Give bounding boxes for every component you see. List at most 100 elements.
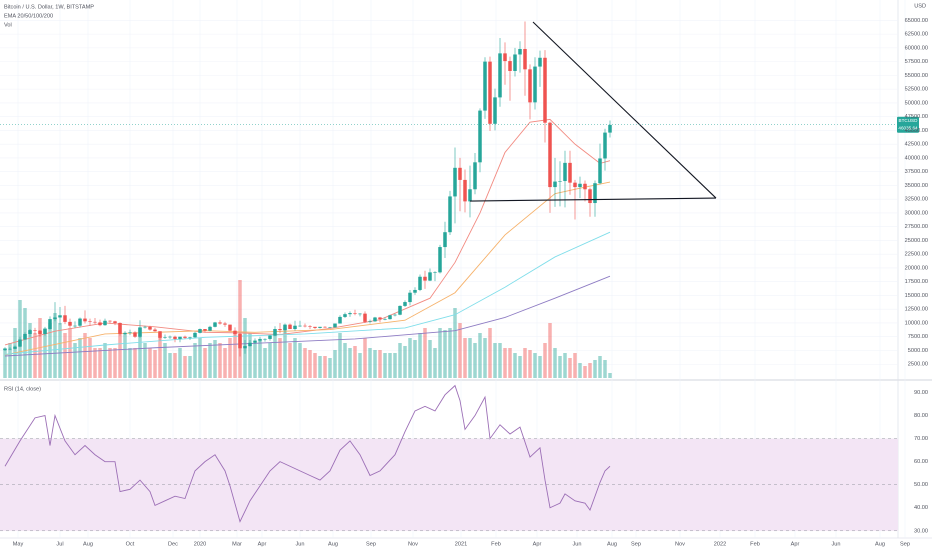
volume-bar	[178, 348, 182, 378]
volume-bar	[113, 348, 117, 378]
volume-bar	[413, 340, 417, 378]
x-tick-label: Sep	[366, 541, 376, 547]
volume-bar	[503, 348, 507, 378]
ema-line	[4, 118, 611, 346]
volume-bar	[443, 330, 447, 378]
volume-bar	[333, 350, 337, 378]
candle-body	[298, 325, 302, 327]
candle-body	[458, 167, 462, 180]
x-tick-label: Feb	[750, 541, 760, 547]
candle-body	[38, 330, 42, 334]
candle-body	[48, 319, 52, 330]
candle-body	[523, 48, 527, 70]
candle-body	[593, 183, 597, 204]
y-tick-label: 27500.00	[905, 224, 928, 230]
candle-body	[488, 61, 492, 124]
y-tick-label: 30000.00	[905, 210, 928, 216]
x-tick-label: Nov	[675, 541, 685, 547]
y-tick-label: 2500.00	[908, 362, 928, 368]
candle-body	[533, 66, 537, 103]
volume-bar	[588, 363, 592, 378]
price-tag-value: 46035.64	[898, 125, 918, 130]
x-tick-label: Aug	[328, 541, 338, 547]
volume-bar	[198, 338, 202, 378]
candle-body	[293, 325, 297, 330]
candle-body	[183, 336, 187, 338]
candle-body	[23, 333, 27, 340]
candle-body	[153, 329, 157, 332]
volume-bar	[598, 356, 602, 378]
volume-bar	[83, 333, 87, 378]
candle-body	[468, 189, 472, 202]
y-tick-label: 17500.00	[905, 279, 928, 285]
volume-bar	[68, 328, 72, 378]
candle-body	[423, 276, 427, 281]
candle-body	[603, 132, 607, 159]
volume-bar	[253, 343, 257, 378]
volume-bar	[93, 348, 97, 378]
x-tick-label: Aug	[875, 541, 885, 547]
x-tick-label: Aug	[607, 541, 617, 547]
candle-body	[543, 57, 547, 123]
volume-bar	[153, 350, 157, 378]
candle-body	[18, 339, 22, 347]
y-tick-label: 65000.00	[905, 18, 928, 24]
candle-body	[348, 313, 352, 315]
y-tick-label: 22500.00	[905, 252, 928, 258]
candle-body	[483, 61, 487, 111]
candle-body	[433, 272, 437, 273]
volume-bar	[53, 313, 57, 378]
volume-bar	[398, 343, 402, 378]
candle-body	[408, 292, 412, 303]
candle-body	[498, 53, 502, 98]
candle-body	[233, 330, 237, 334]
candle-body	[258, 338, 262, 341]
candle-body	[78, 318, 82, 326]
volume-bar	[578, 363, 582, 378]
candle-body	[178, 336, 182, 339]
y-tick-label: 5000.00	[908, 348, 928, 354]
candle-body	[463, 179, 467, 202]
candle-body	[308, 326, 312, 327]
volume-bar	[543, 343, 547, 378]
volume-bar	[388, 353, 392, 378]
candle-body	[88, 321, 92, 322]
volume-bar	[8, 343, 12, 378]
candle-body	[118, 322, 122, 334]
volume-bar	[448, 328, 452, 378]
candle-body	[478, 110, 482, 163]
candle-body	[318, 326, 322, 328]
candle-body	[493, 97, 497, 124]
volume-bar	[358, 353, 362, 378]
rsi-tick-label: 40.00	[914, 505, 928, 511]
volume-bar	[78, 338, 82, 378]
candle-body	[303, 325, 307, 327]
rsi-tick-label: 60.00	[914, 459, 928, 465]
x-tick-label: May	[13, 541, 24, 547]
candle-body	[288, 324, 292, 330]
candle-body	[328, 327, 332, 328]
candle-body	[148, 326, 152, 330]
x-tick-label: Oct	[126, 541, 135, 547]
volume-bar	[128, 348, 132, 378]
volume-bar	[418, 333, 422, 378]
volume-bar	[608, 373, 612, 378]
indicator-label: EMA 20/50/100/200	[4, 13, 53, 19]
volume-bar	[158, 333, 162, 378]
x-tick-label: Apr	[533, 541, 542, 547]
x-tick-label: Mar	[232, 541, 242, 547]
volume-bar	[123, 333, 127, 378]
candle-body	[43, 329, 47, 334]
volume-bar	[183, 356, 187, 378]
x-tick-label: 2021	[455, 541, 467, 547]
volume-bar	[298, 343, 302, 378]
volume-bar	[148, 348, 152, 378]
volume-label: Vol	[4, 22, 12, 28]
volume-bar	[103, 343, 107, 378]
rsi-tick-label: 90.00	[914, 390, 928, 396]
y-tick-label: 35000.00	[905, 183, 928, 189]
x-tick-label: Apr	[791, 541, 800, 547]
trend-line	[469, 197, 717, 202]
y-tick-label: 7500.00	[908, 334, 928, 340]
volume-bar	[118, 323, 122, 378]
